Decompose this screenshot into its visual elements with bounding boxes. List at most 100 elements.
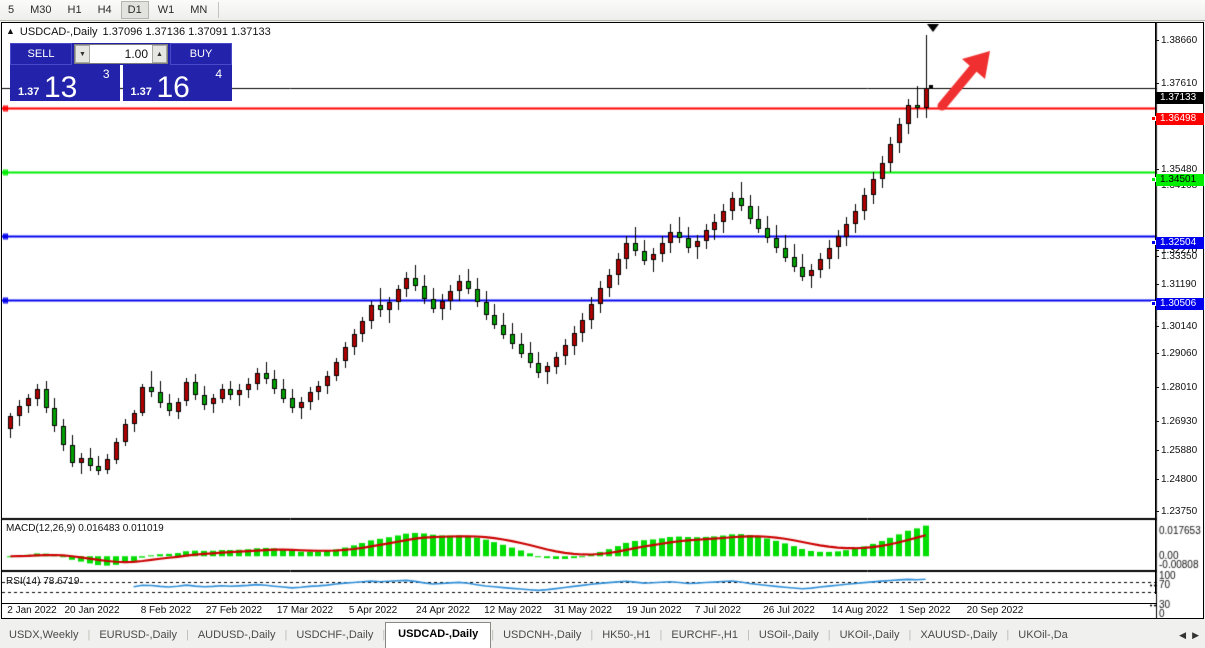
level-handle-icon[interactable] — [1151, 301, 1156, 306]
tab-divider: | — [185, 629, 189, 641]
timeframe-toolbar: 5 M30 H1 H4 D1 W1 MN — [0, 0, 1205, 21]
volume-stepper[interactable]: ▼ 1.00 ▲ — [74, 44, 168, 64]
chart-tab-hk50h1[interactable]: HK50-,H1 — [602, 629, 651, 641]
triangle-left-icon[interactable]: ◀ — [1179, 630, 1187, 640]
triangle-right-icon[interactable]: ▶ — [1192, 630, 1199, 640]
price-tick: 1.30140 — [1156, 321, 1204, 332]
price-tick: 1.38660 — [1156, 35, 1204, 46]
sell-button[interactable]: SELL — [10, 43, 72, 65]
date-tick: 26 Jul 2022 — [763, 605, 815, 616]
price-tick: 1.33350 — [1156, 251, 1204, 262]
chart-tab-usdchfdaily[interactable]: USDCHF-,Daily — [296, 629, 374, 641]
price-value: 1.30506 — [1160, 298, 1197, 309]
date-tick: 20 Jan 2022 — [64, 605, 120, 616]
price-value: 1.37133 — [1160, 92, 1197, 103]
date-tick: 7 Jul 2022 — [694, 605, 742, 616]
collapse-triangle-icon[interactable]: ▲ — [6, 26, 15, 36]
blue-level-1-label[interactable]: 1.32504 — [1151, 237, 1204, 249]
timeframe-m30[interactable]: M30 — [30, 4, 52, 16]
macd-indicator-label: MACD(12,26,9) 0.016483 0.011019 — [6, 523, 164, 534]
chart-tab-usdxweekly[interactable]: USDX,Weekly — [9, 629, 79, 641]
chart-tab-usdcaddaily[interactable]: USDCAD-,Daily — [385, 622, 492, 648]
date-tick: 31 May 2022 — [554, 605, 612, 616]
date-tick: 24 Apr 2022 — [416, 605, 470, 616]
date-tick: 12 May 2022 — [484, 605, 542, 616]
tab-divider: | — [659, 629, 663, 641]
chart-tab-eurchfh1[interactable]: EURCHF-,H1 — [671, 629, 738, 641]
tab-divider: | — [746, 629, 750, 641]
chart-tab-usoildaily[interactable]: USOil-,Daily — [758, 629, 819, 641]
tab-divider: | — [1006, 629, 1010, 641]
buy-price-prefix: 1.37 — [130, 86, 152, 98]
chart-tab-ukoilda[interactable]: UKOil-,Da — [1018, 629, 1068, 641]
oct-controls-row: SELL ▼ 1.00 ▲ BUY — [10, 43, 232, 65]
time-scale[interactable]: 2 Jan 2022 20 Jan 2022 8 Feb 2022 27 Feb 20… — [2, 603, 1157, 618]
chart-header: ▲ USDCAD-,Daily 1.37096 1.37136 1.37091 … — [6, 25, 271, 38]
chart-tab-bar: USDX,Weekly | EURUSD-,Daily | AUDUSD-,Daily |… — [0, 621, 1205, 648]
sell-price-prefix: 1.37 — [18, 86, 40, 98]
chart-tab-xauusddaily[interactable]: XAUUSD-,Daily — [920, 629, 998, 641]
tab-divider: | — [908, 629, 912, 641]
price-tick: 1.28010 — [1156, 382, 1204, 393]
level-handle-icon[interactable] — [1151, 240, 1156, 245]
volume-increment-icon[interactable]: ▲ — [152, 45, 167, 63]
toolbar-divider — [218, 2, 220, 18]
price-tick: 1.37610 — [1156, 78, 1204, 89]
price-tick: 1.29060 — [1156, 348, 1204, 359]
rsi-indicator-label: RSI(14) 78.6719 — [6, 576, 80, 587]
price-tick: 1.25880 — [1156, 445, 1204, 456]
price-tick: 1.31190 — [1156, 279, 1204, 290]
sell-price-fraction: 3 — [102, 67, 110, 81]
one-click-trading-panel[interactable]: SELL ▼ 1.00 ▲ BUY 1.37 13 3 1.37 16 4 — [10, 43, 232, 104]
price-scale[interactable]: 1.341681.322701.386601.376101.354801.333… — [1151, 23, 1204, 594]
chart-tab-usdcnhdaily[interactable]: USDCNH-,Daily — [503, 629, 582, 641]
date-tick: 20 Sep 2022 — [966, 605, 1024, 616]
tab-divider: | — [491, 629, 495, 641]
green-level-label[interactable]: 1.34501 — [1151, 174, 1204, 186]
price-tick: 1.26930 — [1156, 416, 1204, 427]
volume-decrement-icon[interactable]: ▼ — [75, 45, 90, 63]
price-value: 1.36498 — [1160, 113, 1197, 124]
timeframe-d1[interactable]: D1 — [120, 1, 149, 19]
chart-tab-audusddaily[interactable]: AUDUSD-,Daily — [197, 629, 276, 641]
level-handle-icon[interactable] — [1151, 177, 1156, 182]
date-tick: 5 Apr 2022 — [348, 605, 398, 616]
date-tick: 8 Feb 2022 — [140, 605, 192, 616]
price-tick: 1.35480 — [1156, 164, 1204, 175]
timeframe-mn[interactable]: MN — [190, 4, 208, 16]
date-tick: 1 Sep 2022 — [899, 605, 951, 616]
current-price-label[interactable]: 1.37133 — [1156, 92, 1204, 104]
date-tick: 2 Jan 2022 — [7, 605, 57, 616]
timeframe-h4[interactable]: H4 — [97, 4, 112, 16]
price-value: 1.34501 — [1160, 174, 1197, 185]
buy-button[interactable]: BUY — [170, 43, 232, 65]
price-value: 1.32504 — [1160, 237, 1197, 248]
chart-window[interactable]: ▲ USDCAD-,Daily 1.37096 1.37136 1.37091 … — [1, 22, 1204, 619]
timeframe-5[interactable]: 5 — [8, 4, 15, 16]
oct-quotes-row: 1.37 13 3 1.37 16 4 — [10, 65, 232, 104]
date-tick: 14 Aug 2022 — [831, 605, 889, 616]
chart-tab-eurusddaily[interactable]: EURUSD-,Daily — [99, 629, 177, 641]
sell-price-big: 13 — [44, 71, 78, 104]
buy-price-quote[interactable]: 1.37 16 4 — [122, 65, 232, 104]
chart-tab-ukoildaily[interactable]: UKOil-,Daily — [839, 629, 900, 641]
blue-level-2-label[interactable]: 1.30506 — [1151, 298, 1204, 310]
level-handle-icon[interactable] — [1151, 116, 1156, 121]
date-tick: 17 Mar 2022 — [276, 605, 334, 616]
price-tick: 1.23750 — [1156, 506, 1204, 517]
date-tick: 27 Feb 2022 — [205, 605, 263, 616]
chart-symbol-label: USDCAD-,Daily — [19, 25, 98, 38]
price-tick: 1.24800 — [1156, 474, 1204, 485]
tab-divider: | — [284, 629, 288, 641]
tab-divider: | — [382, 629, 386, 641]
volume-value[interactable]: 1.00 — [124, 47, 148, 61]
resistance-line-label[interactable]: 1.36498 — [1151, 113, 1204, 125]
buy-price-big: 16 — [156, 71, 190, 104]
chart-canvas[interactable] — [2, 23, 1203, 618]
timeframe-w1[interactable]: W1 — [157, 4, 175, 16]
tab-divider: | — [827, 629, 831, 641]
date-tick: 19 Jun 2022 — [626, 605, 682, 616]
sell-price-quote[interactable]: 1.37 13 3 — [10, 65, 120, 104]
timeframe-h1[interactable]: H1 — [67, 4, 82, 16]
